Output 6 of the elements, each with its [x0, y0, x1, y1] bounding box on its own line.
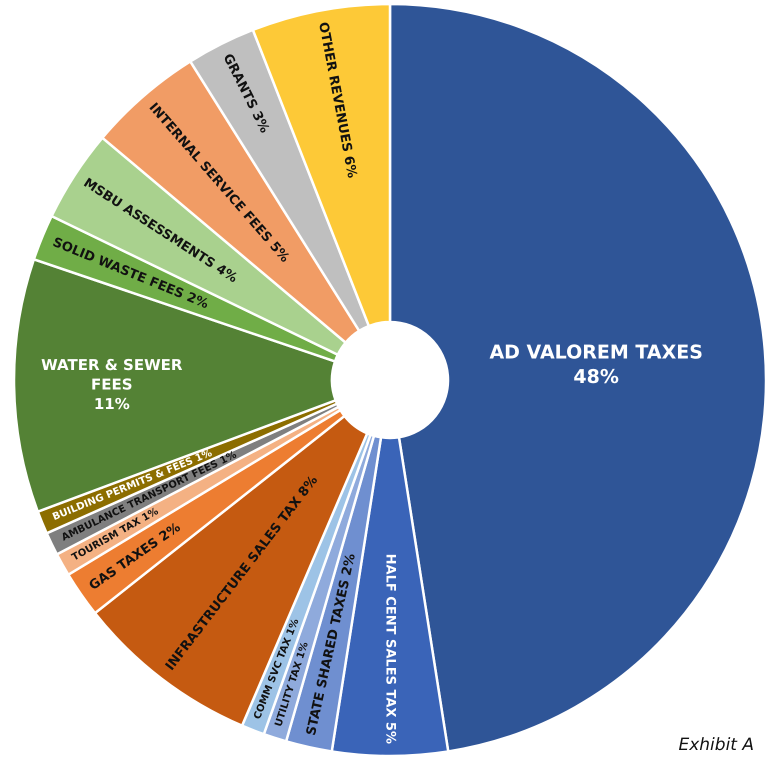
data-label: 48%	[573, 366, 619, 388]
data-label: 11%	[94, 395, 130, 414]
slice-label: AD VALOREM TAXES	[489, 341, 703, 364]
slice-label: HALF CENT SALES TAX 5%	[382, 554, 398, 744]
slice-label: WATER & SEWER FEES	[41, 356, 183, 394]
text: Exhibit A	[678, 735, 754, 755]
